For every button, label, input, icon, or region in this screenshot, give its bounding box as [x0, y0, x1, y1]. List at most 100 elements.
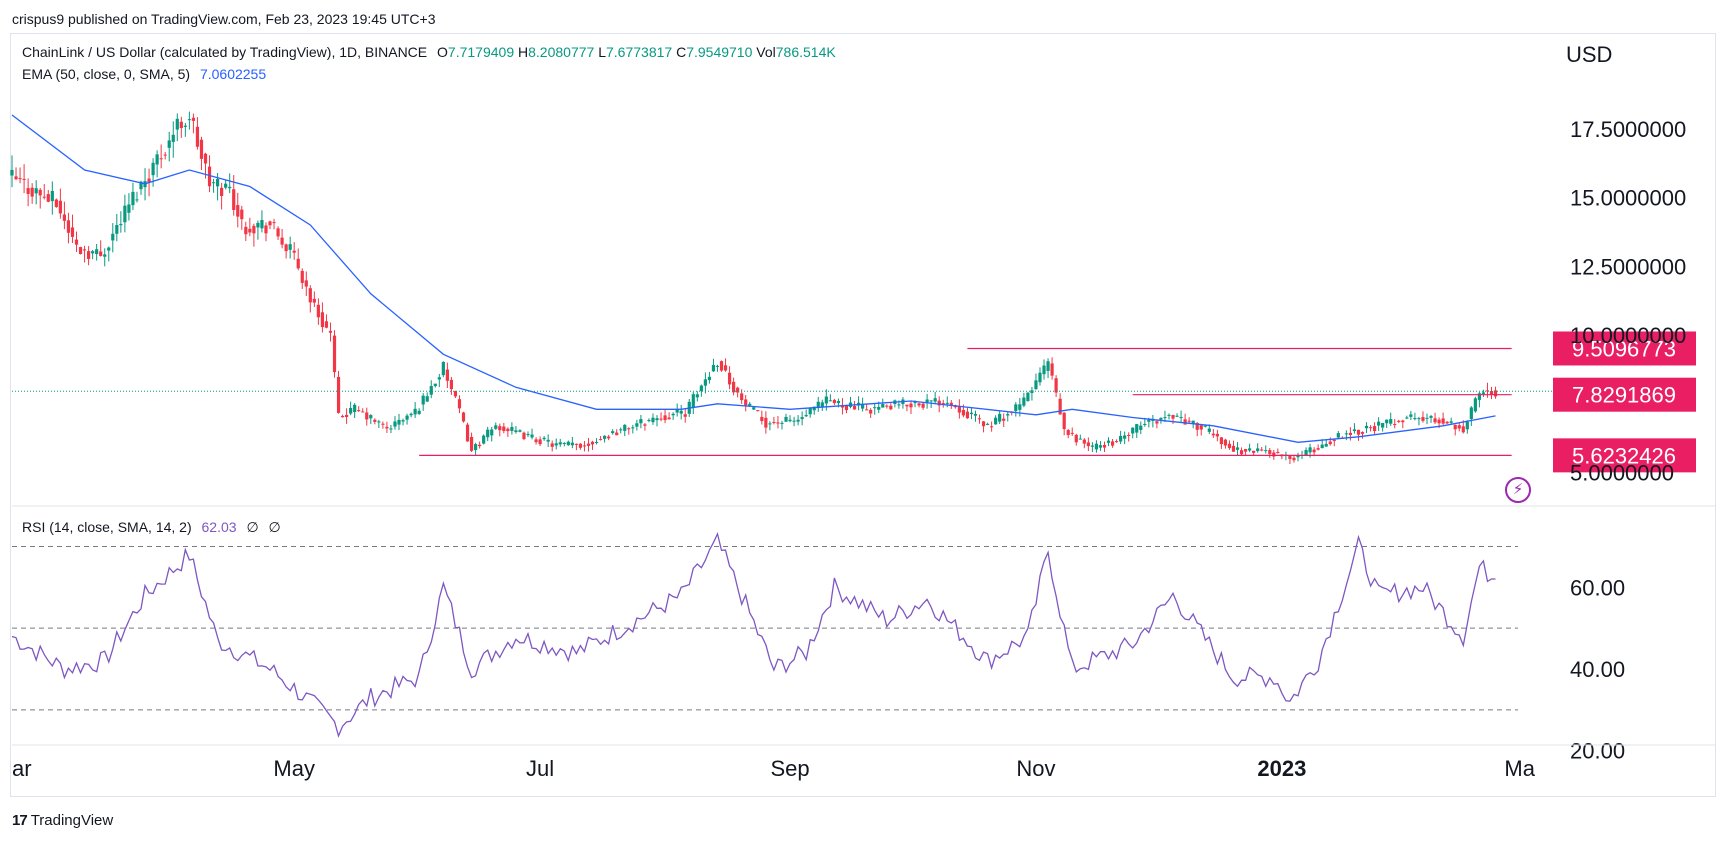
- candle-body: [594, 442, 599, 444]
- candle-body: [1131, 427, 1135, 434]
- low-value: 7.6773817: [606, 44, 673, 60]
- candle-body: [659, 418, 663, 420]
- candle-body: [26, 188, 30, 194]
- candle-body: [1147, 419, 1151, 422]
- ema-label: EMA (50, close, 0, SMA, 5): [22, 66, 191, 82]
- level-label-1: 7.8291869: [1572, 383, 1676, 408]
- candle-body: [969, 412, 974, 415]
- candle-body: [578, 443, 583, 448]
- candle-body: [873, 407, 877, 409]
- candle-body: [615, 432, 619, 436]
- candle-body: [1320, 444, 1324, 448]
- candle-body: [889, 405, 893, 410]
- candle-body: [994, 417, 998, 425]
- candle-body: [268, 221, 272, 226]
- chart-frame: [10, 33, 1716, 797]
- lightning-icon[interactable]: ⚡: [1505, 477, 1531, 503]
- level-tag-1: [1553, 377, 1696, 412]
- high-label: H: [518, 44, 529, 60]
- candle-body: [566, 441, 570, 446]
- candle-body: [1114, 441, 1119, 443]
- rsi-label: RSI (14, close, SMA, 14, 2): [22, 519, 192, 535]
- candle-body: [228, 186, 232, 189]
- candle-body: [1260, 449, 1264, 451]
- candle-body: [667, 417, 671, 420]
- brand-footer[interactable]: 17 TradingView: [12, 812, 113, 829]
- candle-body: [18, 178, 22, 180]
- candle-body: [1195, 423, 1199, 430]
- candle-body: [10, 169, 14, 176]
- candle-body: [401, 420, 405, 422]
- candle-body: [498, 426, 502, 431]
- price-tick-3: 10.0000000: [1570, 323, 1686, 348]
- candle-body: [1038, 372, 1042, 383]
- candle-body: [1191, 420, 1195, 424]
- candle-body: [1155, 421, 1159, 424]
- candle-body: [1493, 390, 1498, 397]
- candle-body: [1006, 414, 1010, 416]
- candle-body: [772, 422, 776, 424]
- candle-body: [643, 424, 647, 426]
- candle-body: [203, 153, 208, 164]
- candle-body: [683, 414, 687, 417]
- time-label-5: 2023: [1257, 756, 1306, 781]
- candle-body: [155, 154, 159, 165]
- candle-body: [639, 419, 643, 424]
- candle-body: [1252, 450, 1256, 453]
- candle-body: [324, 321, 329, 328]
- candle-body: [1203, 425, 1207, 427]
- candle-body: [320, 312, 325, 328]
- candle-body: [1171, 414, 1175, 419]
- close-value: 7.9549710: [686, 44, 753, 60]
- candle-body: [288, 244, 292, 250]
- candle-body: [159, 158, 163, 160]
- candle-body: [353, 404, 357, 413]
- candle-body: [792, 420, 796, 422]
- candle-body: [514, 430, 518, 433]
- candle-body: [550, 443, 554, 447]
- candle-body: [437, 377, 441, 380]
- candle-body: [1485, 390, 1490, 392]
- candle-body: [62, 214, 67, 221]
- candle-body: [66, 220, 71, 233]
- candle-body: [1227, 443, 1232, 449]
- candle-body: [365, 412, 369, 420]
- candle-body: [957, 406, 961, 413]
- candle-body: [1429, 415, 1433, 418]
- candle-body: [82, 249, 87, 251]
- candle-body: [1034, 380, 1038, 390]
- candle-body: [1469, 407, 1473, 420]
- candle-body: [361, 411, 365, 413]
- candle-body: [598, 439, 603, 441]
- candle-body: [300, 270, 304, 283]
- candle-body: [1405, 417, 1409, 419]
- candle-body: [1248, 448, 1252, 451]
- candle-body: [1465, 421, 1469, 430]
- candle-body: [869, 409, 873, 414]
- candle-body: [349, 407, 353, 414]
- candle-body: [409, 413, 413, 416]
- level-label-2: 5.6232426: [1572, 443, 1676, 468]
- candle-body: [558, 442, 562, 445]
- candle-body: [1304, 450, 1308, 456]
- candle-body: [1372, 426, 1377, 431]
- candle-body: [308, 288, 312, 303]
- price-tick-0: 17.5000000: [1570, 117, 1686, 142]
- candle-body: [74, 239, 79, 245]
- candle-body: [377, 421, 381, 423]
- candle-body: [199, 139, 204, 159]
- rsi-extra-1: ∅: [246, 519, 259, 535]
- candle-body: [744, 399, 748, 406]
- candle-body: [1022, 397, 1026, 406]
- candle-body: [405, 415, 409, 420]
- candle-body: [981, 421, 986, 427]
- candle-body: [292, 250, 296, 253]
- candle-body: [1437, 419, 1441, 424]
- candle-body: [316, 304, 320, 318]
- candle-body: [1417, 418, 1421, 420]
- candle-body: [506, 428, 510, 432]
- candle-body: [1070, 432, 1074, 434]
- candle-body: [175, 118, 179, 130]
- level-tag-2: [1553, 438, 1696, 473]
